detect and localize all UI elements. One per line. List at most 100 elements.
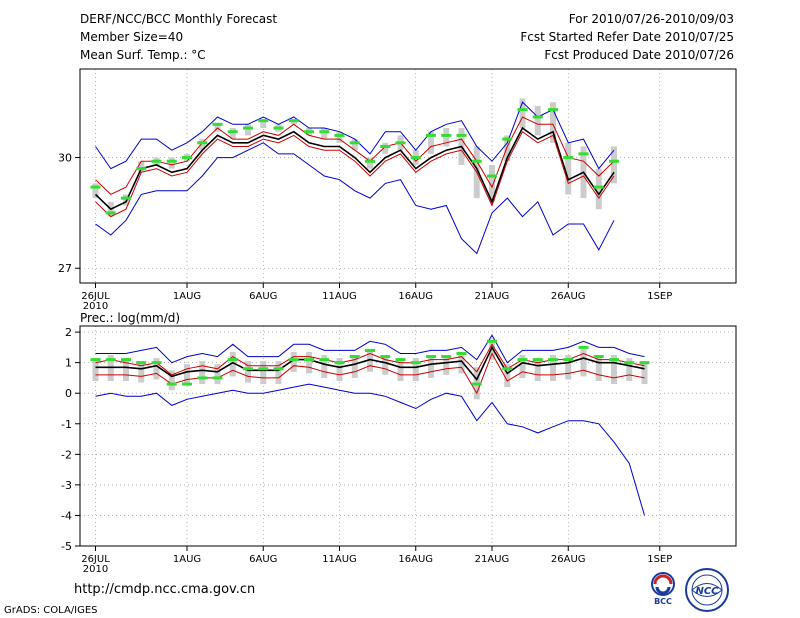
temp-spread-bar [504, 135, 511, 162]
prec-spread-bar [92, 358, 99, 381]
prec-y-tick-label: -4 [61, 509, 72, 522]
chart-title: DERF/NCC/BCC Monthly Forecast [80, 12, 278, 26]
temp-x-tick-label: 26JUL [81, 291, 110, 302]
prec-spread-bar [611, 355, 617, 385]
temp-spread-bar [443, 128, 450, 147]
prec-x-tick-label: 21AUG [475, 554, 510, 565]
prec-spread-bar [168, 370, 175, 391]
temp-spread-bar [321, 128, 328, 140]
temp-spread-bar [611, 146, 617, 184]
temp-spread-bar [489, 164, 495, 202]
prec-spread-bar [428, 355, 434, 378]
prec-x-tick-label: 11AUG [322, 554, 357, 565]
temp-spread-bar [519, 98, 526, 129]
prec-spread-bar [489, 339, 495, 360]
temp-spread-bar [336, 131, 343, 143]
prec-year-label: 2010 [83, 564, 108, 575]
prec-y-tick-label: 2 [65, 326, 72, 339]
prec-spread-bar [382, 355, 389, 375]
temp-x-tick-label: 1SEP [647, 291, 672, 302]
prec-plot-area [80, 326, 736, 546]
temp-spread-bar [382, 142, 389, 154]
temp-spread-bar [260, 120, 267, 129]
prec-y-tick-label: -3 [61, 479, 72, 492]
prec-spread-bar [550, 355, 556, 381]
temp-spread-bar [290, 120, 297, 125]
temp-series-median [94, 126, 615, 211]
prec-spread-bar [351, 355, 358, 378]
prec-y-tick-label: -2 [61, 448, 72, 461]
member-size: Member Size=40 [80, 30, 184, 44]
temp-spread-bar [534, 105, 541, 136]
prec-spread-bar [397, 358, 404, 381]
prec-spread-bar [626, 358, 633, 381]
prec-series-lower [95, 352, 645, 395]
temp-spread-bar [351, 139, 358, 151]
prec-spread-bar [214, 364, 221, 385]
prec-spread-bar [458, 351, 465, 374]
prec-spread-bar [229, 351, 236, 377]
prec-spread-bar [565, 355, 572, 380]
prec-x-tick-label: 16AUG [398, 554, 433, 565]
prec-spread-bar [199, 361, 206, 385]
prec-y-tick-label: -5 [61, 540, 72, 553]
prec-spread-bar [504, 364, 511, 388]
prec-spread-bar [123, 358, 129, 381]
bcc-logo-text: BCC [654, 597, 672, 606]
temp-series-min [95, 142, 615, 255]
prec-spread-bar [412, 358, 419, 381]
bcc-logo: BCC [651, 572, 675, 606]
produced-date: Fcst Produced Date 2010/07/26 [544, 48, 734, 62]
prec-y-tick-label: -1 [61, 418, 72, 431]
prec-spread-bar [595, 355, 602, 381]
prec-spread-bar [641, 361, 648, 385]
temp-x-tick-label: 26AUG [551, 291, 586, 302]
temp-spread-bar [168, 157, 175, 169]
prec-spread-bar [534, 358, 541, 381]
ncc-logo-text: NCC [695, 586, 719, 597]
prec-x-tick-label: 26JUL [81, 554, 110, 565]
prec-x-tick-label: 6AUG [249, 554, 277, 565]
temp-y-tick-label: 30 [58, 152, 72, 165]
temp-spread-bar [92, 183, 99, 199]
temp-spread-bar [595, 168, 602, 210]
grads-credit: GrADS: COLA/IGES [4, 605, 98, 616]
prec-series-median [95, 345, 645, 381]
prec-spread-bar [306, 351, 312, 374]
temp-spread-bar [229, 128, 236, 140]
prec-spread-bar [290, 351, 297, 372]
temp-x-tick-label: 21AUG [475, 291, 510, 302]
temp-frame [79, 68, 737, 284]
temp-spread-bar [138, 161, 145, 173]
temp-spread-bar [428, 131, 434, 154]
temp-spread-bar [245, 124, 251, 136]
temp-x-tick-label: 16AUG [398, 291, 433, 302]
prec-spread-bar [519, 355, 526, 378]
refer-date: Fcst Started Refer Date 2010/07/25 [520, 30, 734, 44]
temp-series-upper [95, 116, 615, 196]
prec-series-max [95, 334, 645, 364]
prec-x-tick-label: 26AUG [551, 554, 586, 565]
temp-series-max [95, 101, 615, 170]
temp-spread-bar [367, 157, 373, 169]
prec-spread-bar [336, 358, 343, 381]
temp-series-lower [95, 130, 615, 218]
prec-y-tick-label: 1 [65, 357, 72, 370]
temp-year-label: 2010 [83, 301, 108, 312]
precip-panel-label: Prec.: log(mm/d) [80, 311, 181, 325]
temp-x-tick-label: 1AUG [173, 291, 201, 302]
temp-y-tick-label: 27 [58, 262, 72, 275]
ncc-logo: NCC [685, 568, 729, 612]
prec-spread-bar [153, 358, 160, 380]
prec-spread-bar [245, 361, 251, 383]
prec-spread-bar [275, 361, 282, 385]
prec-series-min [95, 383, 645, 516]
prec-frame [79, 325, 737, 547]
temp-spread-bar [199, 139, 206, 151]
temp-x-tick-label: 11AUG [322, 291, 357, 302]
temp-plot-area [80, 69, 736, 283]
source-url[interactable]: http://cmdp.ncc.cma.gov.cn [74, 582, 256, 597]
prec-x-tick-label: 1SEP [647, 554, 672, 565]
temp-spread-bar [565, 142, 572, 195]
